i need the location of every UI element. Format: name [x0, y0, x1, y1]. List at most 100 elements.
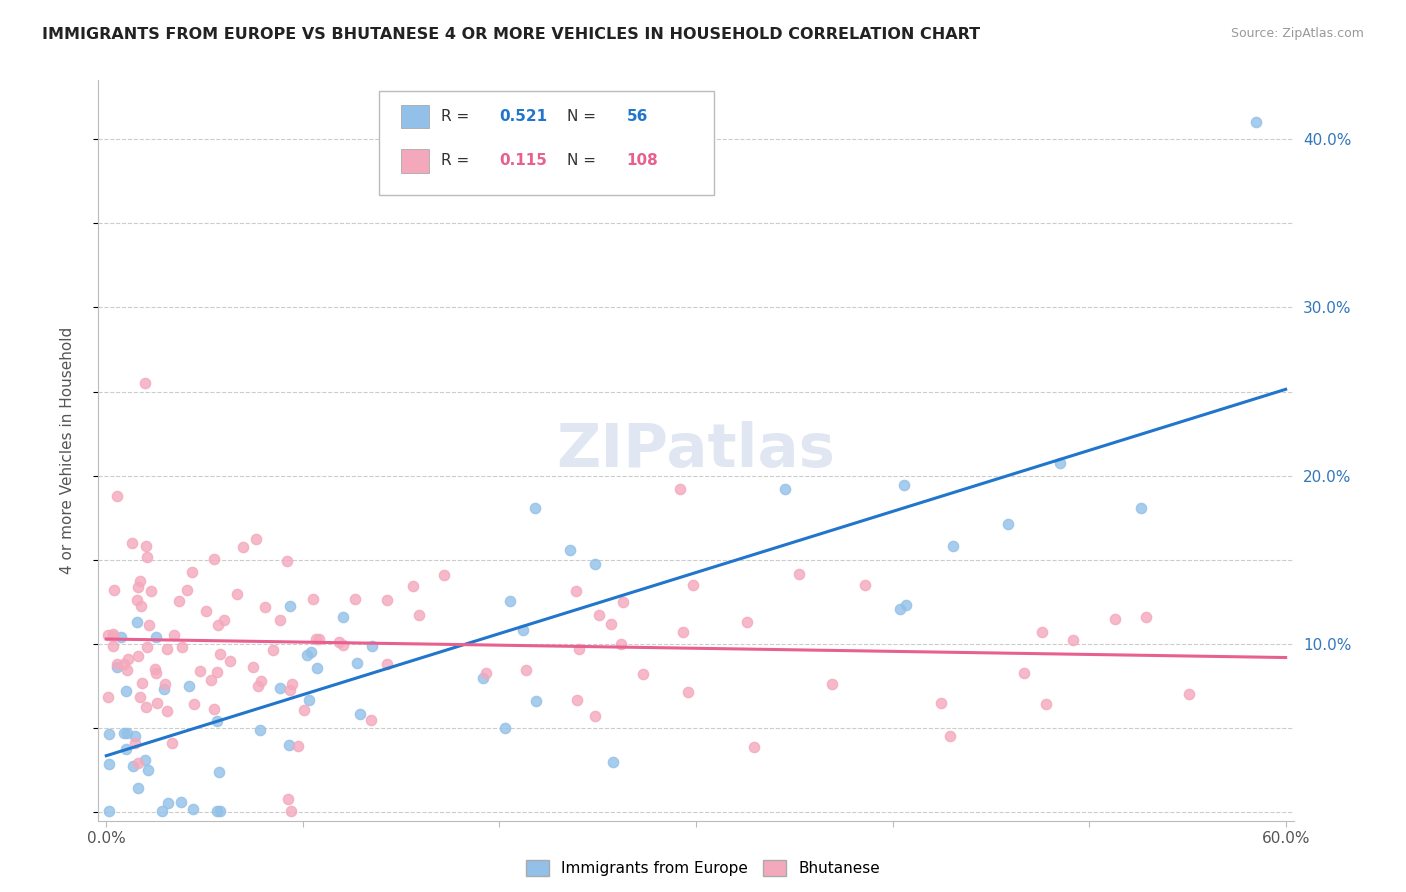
Point [170, 640, 193, 655]
Point [997, 516, 1019, 531]
Text: IMMIGRANTS FROM EUROPE VS BHUTANESE 4 OR MORE VEHICLES IN HOUSEHOLD CORRELATION : IMMIGRANTS FROM EUROPE VS BHUTANESE 4 OR… [42, 27, 980, 42]
Point [138, 618, 160, 632]
Point [208, 765, 231, 780]
Point [97, 756, 120, 771]
Point [152, 682, 174, 697]
Point [163, 628, 186, 642]
Point [893, 478, 915, 492]
Point [145, 665, 167, 680]
Point [200, 673, 222, 688]
Point [124, 736, 146, 750]
Point [277, 792, 299, 806]
Text: 56: 56 [627, 109, 648, 124]
Point [103, 582, 125, 597]
Point [127, 781, 149, 796]
Point [402, 579, 425, 593]
Point [135, 539, 157, 553]
Point [98, 804, 121, 818]
Point [135, 700, 157, 714]
Point [146, 696, 169, 710]
Point [939, 730, 962, 744]
Point [735, 615, 758, 629]
Point [205, 665, 228, 680]
Point [1049, 456, 1071, 470]
Point [1031, 624, 1053, 639]
Point [167, 593, 190, 607]
Point [609, 637, 631, 651]
Point [190, 664, 212, 678]
Point [375, 592, 398, 607]
Point [117, 726, 139, 740]
Point [127, 756, 149, 771]
Point [125, 593, 148, 607]
Point [512, 623, 534, 637]
Point [287, 739, 309, 754]
Point [254, 599, 277, 614]
Point [131, 675, 153, 690]
Point [101, 640, 124, 654]
Point [249, 723, 271, 737]
Text: R =: R = [441, 153, 475, 169]
Point [676, 685, 699, 699]
Point [125, 615, 148, 629]
Point [308, 632, 330, 647]
Text: N =: N = [567, 153, 600, 169]
FancyBboxPatch shape [401, 149, 429, 173]
Point [139, 584, 162, 599]
Point [1130, 500, 1153, 515]
Point [349, 706, 371, 721]
Point [110, 630, 132, 644]
Point [332, 610, 354, 624]
Point [117, 651, 139, 665]
Point [583, 557, 606, 571]
Point [583, 709, 606, 723]
Point [328, 635, 350, 649]
Point [853, 578, 876, 592]
Point [202, 702, 225, 716]
Point [565, 692, 588, 706]
Point [1178, 687, 1201, 701]
Point [212, 613, 235, 627]
Point [515, 664, 537, 678]
Point [136, 763, 159, 777]
Point [177, 679, 200, 693]
Point [218, 654, 240, 668]
Point [170, 795, 193, 809]
Point [360, 713, 382, 727]
Point [136, 640, 159, 655]
Point [157, 797, 180, 811]
Point [115, 742, 138, 756]
Point [145, 630, 167, 644]
Point [129, 690, 152, 705]
Point [889, 601, 911, 615]
Point [121, 536, 143, 550]
Point [205, 804, 228, 818]
Point [276, 554, 298, 568]
Point [295, 648, 318, 662]
FancyBboxPatch shape [401, 104, 429, 128]
Text: R =: R = [441, 109, 475, 124]
Point [262, 643, 284, 657]
Point [143, 661, 166, 675]
Point [112, 726, 135, 740]
Point [97, 690, 120, 705]
Point [134, 376, 156, 391]
Point [773, 482, 796, 496]
Point [153, 676, 176, 690]
Point [1012, 666, 1035, 681]
Point [105, 489, 128, 503]
Point [588, 607, 610, 622]
Point [565, 584, 588, 599]
Point [682, 578, 704, 592]
Point [105, 660, 128, 674]
Point [245, 532, 267, 546]
Text: 0.521: 0.521 [499, 109, 547, 124]
Point [499, 594, 522, 608]
Point [181, 802, 204, 816]
Text: Source: ZipAtlas.com: Source: ZipAtlas.com [1230, 27, 1364, 40]
Point [361, 640, 384, 654]
Point [278, 599, 301, 614]
Point [305, 661, 328, 675]
Point [475, 666, 498, 681]
Point [299, 645, 322, 659]
